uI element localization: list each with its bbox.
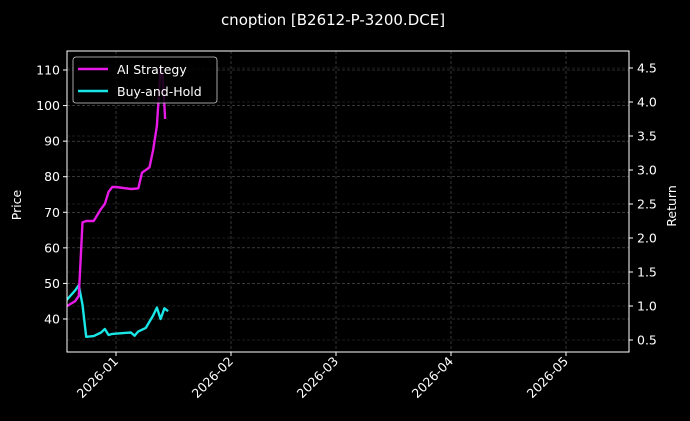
legend: AI Strategy Buy-and-Hold (72, 56, 218, 104)
legend-item-buy-and-hold: Buy-and-Hold (78, 84, 202, 99)
series-line-buy-and-hold (67, 284, 169, 338)
y-tick-label: 50 (44, 276, 60, 291)
y2-tick-label: 4.5 (637, 61, 657, 76)
grid-lines (67, 51, 629, 352)
y2-tick-label: 0.5 (637, 333, 657, 348)
plot-frame (66, 50, 630, 353)
y2-tick-label: 2.0 (637, 231, 657, 246)
y-axis-right: 0.5 1.0 1.5 2.0 2.5 3.0 3.5 4.0 4.5 (629, 61, 657, 348)
legend-label-ai-strategy: AI Strategy (117, 62, 187, 77)
y-tick-label: 100 (36, 98, 60, 113)
y2-tick-label: 1.0 (637, 299, 657, 314)
y2-tick-label: 3.5 (637, 129, 657, 144)
y2-tick-label: 4.0 (637, 95, 657, 110)
y2-tick-label: 2.5 (637, 197, 657, 212)
y-tick-label: 80 (44, 169, 60, 184)
y-tick-label: 40 (44, 312, 60, 327)
legend-box (72, 56, 218, 104)
y-tick-label: 90 (44, 134, 60, 149)
y-tick-label: 70 (44, 205, 60, 220)
y-axis-right-label: Return (664, 185, 679, 226)
y2-tick-label: 3.0 (637, 163, 657, 178)
y-tick-label: 110 (36, 63, 60, 78)
y2-tick-label: 1.5 (637, 265, 657, 280)
y-axis-left-label: Price (9, 189, 24, 220)
legend-label-buy-and-hold: Buy-and-Hold (117, 84, 202, 99)
y-tick-label: 60 (44, 240, 60, 255)
legend-item-ai-strategy: AI Strategy (78, 62, 187, 77)
y-axis-left: 40 50 60 70 80 90 100 110 (36, 63, 67, 327)
chart-title: cnoption [B2612-P-3200.DCE] (221, 11, 445, 29)
